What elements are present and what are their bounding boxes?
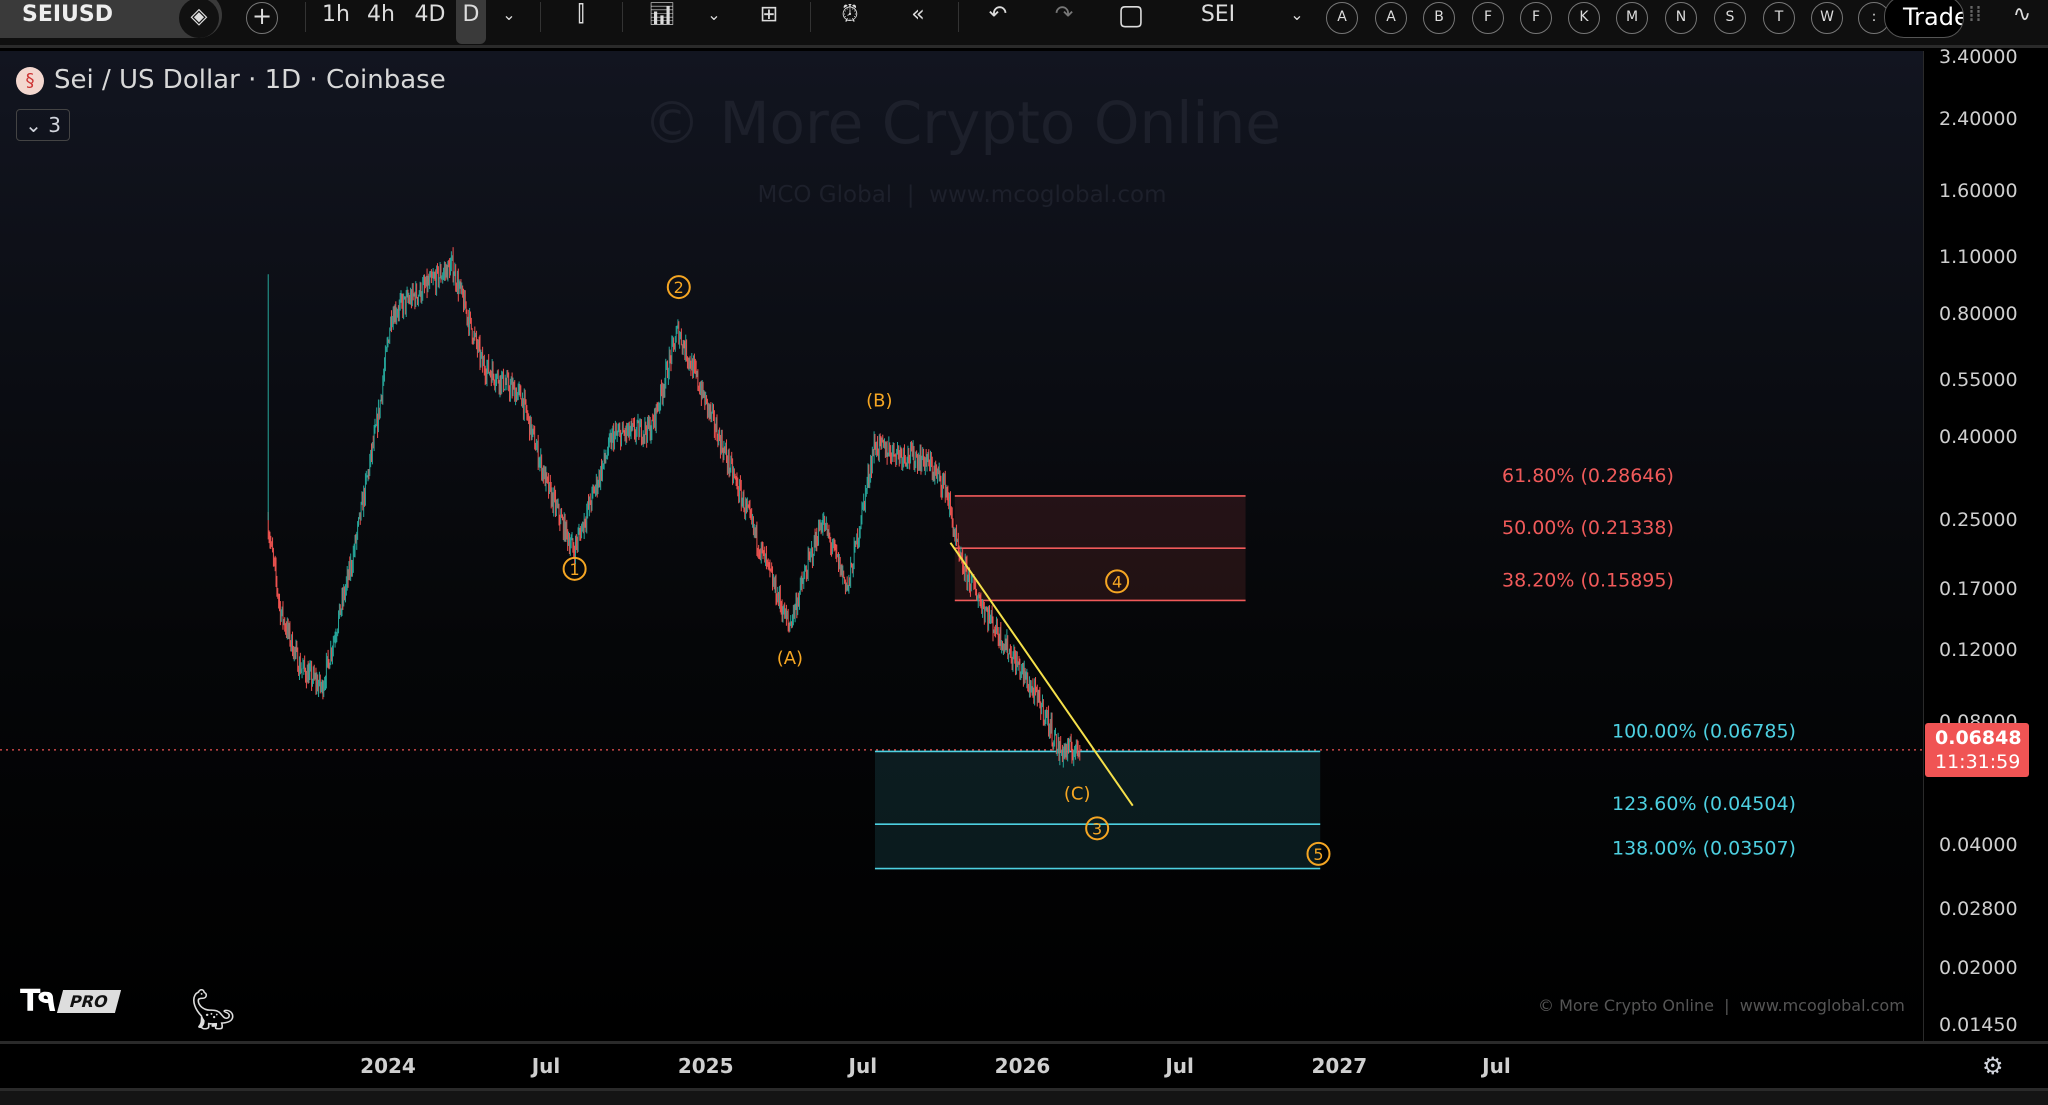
price-tick: 0.40000 — [1939, 425, 2018, 448]
bottom-panel — [0, 1088, 2048, 1105]
indicator-toggle[interactable]: ⌄ 3 — [16, 109, 70, 141]
wave-circle — [1105, 569, 1130, 594]
watchlist-circle-6[interactable]: M — [1616, 2, 1648, 34]
wave-label: 5 — [1313, 845, 1323, 864]
current-price: 0.06848 — [1935, 726, 2022, 749]
price-tick: 0.12000 — [1939, 639, 2018, 662]
time-axis[interactable]: ⚙︎ 2024 Jul 2025 Jul 2026 Jul 2027 Jul — [0, 1041, 2048, 1088]
rectangle-icon[interactable]: ▢ — [1117, 0, 1145, 31]
interval-D[interactable]: D — [456, 0, 486, 44]
current-price-label: 0.06848 11:31:59 — [1925, 722, 2029, 777]
trend-line — [949, 542, 1134, 807]
wave-label: 1 — [570, 560, 580, 579]
price-axis[interactable]: 3.40000 2.40000 1.60000 1.10000 0.80000 0.550… — [1925, 46, 2048, 1041]
price-tick: 2.40000 — [1939, 107, 2018, 130]
fib_lower-level-label: 100.00% (0.06785) — [1612, 720, 1796, 742]
price-tick: 1.10000 — [1939, 246, 2018, 269]
time-tick: Jul — [1482, 1054, 1511, 1078]
watchlist-circle-5[interactable]: K — [1568, 2, 1600, 34]
wave-label: 2 — [674, 278, 684, 297]
alert-clock-icon[interactable]: ⏰︎ — [841, 2, 859, 27]
diamond-icon[interactable]: ◈ — [179, 0, 219, 38]
wave-label: (A) — [777, 648, 803, 669]
wave-circle — [1306, 841, 1331, 866]
wave-label: 3 — [1092, 819, 1102, 838]
watchlist-circle-10[interactable]: W — [1811, 2, 1843, 34]
compare-plus-icon[interactable]: + — [246, 2, 278, 34]
fib_upper-level-label: 50.00% (0.21338) — [1502, 517, 1674, 539]
time-tick: Jul — [848, 1054, 878, 1078]
price-tick: 0.04000 — [1939, 834, 2018, 857]
price-tick: 0.25000 — [1939, 509, 2018, 532]
watchlist-circle-4[interactable]: F — [1520, 2, 1552, 34]
sei-logo-icon: § — [16, 67, 44, 95]
time-tick: Jul — [1165, 1054, 1194, 1078]
time-tick: 2024 — [360, 1054, 416, 1078]
price-tick: 1.60000 — [1939, 179, 2018, 202]
wave-label: 4 — [1112, 572, 1122, 591]
watchlist-circle-3[interactable]: F — [1472, 2, 1504, 34]
time-tick: 2026 — [994, 1054, 1051, 1078]
watermark-main: © More Crypto Online — [643, 89, 1281, 157]
price-tick: 0.55000 — [1939, 369, 2018, 392]
watchlist-circle-0[interactable]: A — [1326, 2, 1358, 34]
interval-4D[interactable]: 4D — [414, 2, 446, 27]
price-tick: 0.02800 — [1939, 897, 2018, 920]
fib_lower-zone — [874, 751, 1321, 869]
time-tick: 2027 — [1311, 1054, 1368, 1078]
price-tick: 0.80000 — [1939, 302, 2018, 325]
fib_upper-level-label: 38.20% (0.15895) — [1502, 569, 1674, 591]
chevron-down-icon[interactable]: ⌄ — [502, 5, 516, 24]
watchlist-circle-8[interactable]: S — [1714, 2, 1746, 34]
indicator-count: 3 — [48, 113, 61, 137]
tradingview-pro-logo: T٩ PRO — [20, 984, 121, 1019]
bar-countdown: 11:31:59 — [1935, 750, 2021, 773]
chart-pane[interactable]: § Sei / US Dollar · 1D · Coinbase ⌄ 3 © … — [0, 51, 1924, 1041]
time-tick: Jul — [531, 1054, 561, 1078]
layout-grid-icon[interactable]: ⊞ — [759, 2, 779, 27]
replay-icon[interactable]: « — [911, 2, 925, 27]
watermark-footer: © More Crypto Online | www.mcoglobal.com — [1538, 996, 1905, 1015]
fib_lower-level-label: 138.00% (0.03507) — [1612, 838, 1796, 860]
symbol-search-text[interactable]: SEI — [1200, 2, 1236, 27]
watchlist-circle-2[interactable]: B — [1423, 2, 1455, 34]
wave-circle — [1085, 816, 1110, 841]
time-tick: 2025 — [677, 1054, 734, 1078]
wave-circle — [562, 556, 587, 581]
price-tick: 0.17000 — [1939, 577, 2018, 600]
price-tick: 3.40000 — [1939, 46, 2018, 69]
interval-4h[interactable]: 4h — [367, 2, 395, 27]
trade-button[interactable]: Trade — [1884, 0, 1964, 38]
price-tick: 0.02000 — [1939, 957, 2018, 980]
chevron-down-icon[interactable]: ⌄ — [1290, 5, 1304, 24]
indicators-icon[interactable]: 📊︎ — [648, 2, 676, 27]
symbol-label: SEIUSD — [22, 2, 114, 27]
drag-handle-icon[interactable]: ⁞⁞ — [1968, 2, 1982, 27]
watchlist-circle-7[interactable]: N — [1665, 2, 1697, 34]
undo-icon[interactable]: ↶ — [988, 2, 1008, 27]
chart-legend-title: Sei / US Dollar · 1D · Coinbase — [54, 65, 446, 95]
chevron-down-icon[interactable]: ⌄ — [707, 5, 721, 24]
watchlist-circle-1[interactable]: A — [1375, 2, 1407, 34]
chart-line-icon[interactable]: ∿ — [2012, 2, 2032, 27]
candles — [267, 247, 1081, 768]
watchlist-circle-9[interactable]: T — [1763, 2, 1795, 34]
fib_upper-level-label: 61.80% (0.28646) — [1502, 465, 1674, 487]
candles-icon[interactable]: ⫿ — [577, 2, 585, 27]
redo-icon[interactable]: ↷ — [1054, 2, 1074, 27]
interval-1h[interactable]: 1h — [322, 2, 350, 27]
fib_lower-level-label: 123.60% (0.04504) — [1612, 793, 1796, 815]
price-tick: 0.01450 — [1939, 1014, 2018, 1037]
settings-gear-icon[interactable]: ⚙︎ — [1982, 1052, 2004, 1080]
wave-circle — [666, 275, 691, 300]
wave-label: (B) — [866, 391, 892, 412]
watermark-sub: MCO Global | www.mcoglobal.com — [757, 182, 1167, 208]
top-toolbar: SEIUSD ◈ + 1h 4h 4D D ⌄ ⫿ 📊︎ ⌄ ⊞ ⏰︎ « ↶ … — [0, 0, 2048, 48]
dino-icon[interactable]: 🦕︎ — [188, 987, 239, 1033]
wave-label: (C) — [1064, 784, 1091, 805]
